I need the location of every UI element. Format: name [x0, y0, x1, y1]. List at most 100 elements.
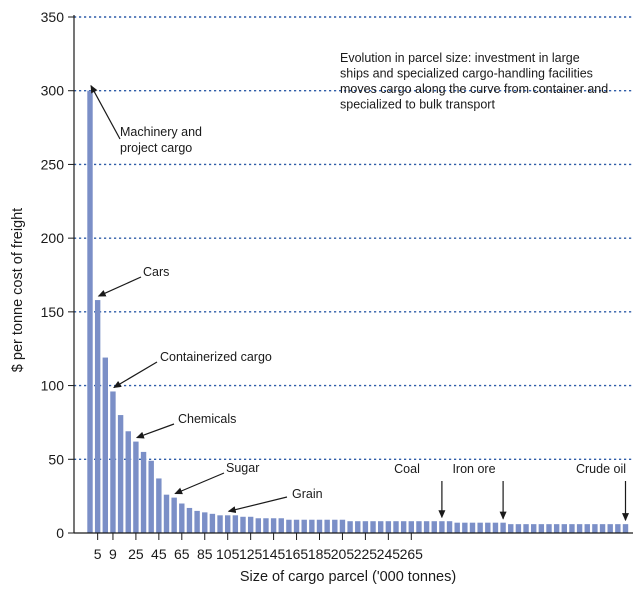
bar — [416, 521, 422, 533]
annotation: Iron ore — [452, 462, 507, 520]
bar — [538, 524, 545, 533]
x-tick-label: 25 — [128, 546, 144, 562]
annotation-arrow — [135, 423, 175, 439]
bar — [423, 521, 430, 533]
bar — [477, 522, 483, 533]
bar — [247, 516, 254, 533]
bar — [561, 524, 567, 533]
bar — [102, 357, 108, 533]
annotation: Cars — [97, 265, 169, 297]
bar — [622, 524, 629, 533]
annotation-label: Sugar — [226, 461, 259, 475]
annotation-arrow — [90, 84, 121, 140]
annotation: Coal — [394, 462, 446, 519]
bar — [316, 519, 323, 533]
annotation-label: Cars — [143, 265, 169, 279]
bar — [94, 300, 101, 533]
annotation-label: Iron ore — [452, 462, 495, 476]
y-tick-label: 50 — [48, 451, 64, 467]
bars — [87, 90, 629, 534]
bar — [615, 524, 621, 533]
bar — [179, 503, 185, 533]
bar — [286, 519, 292, 533]
annotation: Grain — [227, 487, 323, 514]
bar — [355, 521, 361, 533]
annotation-arrow — [227, 496, 288, 514]
bar — [278, 518, 284, 533]
x-tick-label: 145 — [262, 546, 286, 562]
bar — [225, 515, 231, 533]
bar — [202, 512, 208, 533]
bar — [439, 521, 445, 533]
x-tick-label: 105 — [216, 546, 240, 562]
bar — [148, 460, 154, 533]
bar — [309, 519, 315, 533]
bar — [362, 521, 369, 533]
bar — [339, 519, 346, 533]
bar — [462, 522, 468, 533]
bar — [301, 519, 307, 533]
annotation-arrow — [97, 276, 142, 297]
bar — [194, 510, 200, 533]
y-tick-label: 250 — [41, 156, 65, 172]
bar — [592, 524, 598, 533]
x-tick-label: 245 — [377, 546, 401, 562]
bar — [515, 524, 522, 533]
bar — [569, 524, 575, 533]
bar — [431, 521, 437, 533]
annotations: Machinery and project cargo Cars Containeri… — [90, 84, 629, 522]
annotation: Containerized cargo — [113, 350, 272, 388]
y-tick-label: 100 — [41, 378, 65, 394]
bar — [270, 518, 277, 533]
bar — [217, 515, 223, 533]
bar — [171, 497, 177, 533]
y-tick-label: 150 — [41, 304, 65, 320]
annotation-label: Chemicals — [178, 412, 236, 426]
bar — [485, 522, 491, 533]
bar — [469, 522, 476, 533]
bar — [370, 521, 376, 533]
bar — [87, 90, 93, 534]
x-tick-label: 165 — [285, 546, 309, 562]
bar — [454, 522, 460, 533]
bar — [332, 519, 338, 533]
bar — [209, 513, 216, 533]
bar — [385, 521, 392, 533]
bar — [186, 507, 193, 533]
bar — [408, 521, 414, 533]
annotation: Sugar — [174, 461, 259, 495]
x-tick-label: 265 — [400, 546, 424, 562]
x-tick-label: 65 — [174, 546, 190, 562]
annotation-arrow — [174, 472, 225, 495]
bar — [492, 522, 499, 533]
bar — [378, 521, 384, 533]
bar — [607, 524, 613, 533]
bar — [240, 516, 246, 533]
bar — [117, 415, 124, 533]
annotation: Machinery and project cargo — [90, 84, 202, 155]
x-tick-label: 85 — [197, 546, 213, 562]
bar — [232, 515, 239, 533]
bar — [508, 524, 514, 533]
annotation-label: Grain — [292, 487, 323, 501]
bar — [255, 518, 261, 533]
bar — [576, 524, 583, 533]
bar — [446, 521, 453, 533]
x-tick-label: 185 — [308, 546, 332, 562]
bar — [546, 524, 552, 533]
annotation-label: Containerized cargo — [160, 350, 272, 364]
bar — [324, 519, 330, 533]
y-axis-title: $ per tonne cost of freight — [10, 208, 26, 372]
bar — [347, 521, 353, 533]
annotation-arrow — [113, 361, 158, 388]
bar — [599, 524, 606, 533]
bar — [523, 524, 529, 533]
bar — [553, 524, 560, 533]
bar — [584, 524, 590, 533]
annotation-label: Machinery and project cargo — [120, 125, 202, 155]
x-tick-label: 225 — [354, 546, 378, 562]
x-tick-label: 9 — [109, 546, 117, 562]
bar — [393, 521, 399, 533]
axes: 0 50 100 150 200 250 300 350 5 9 25 45 65 85 105 125 145… — [41, 9, 633, 562]
